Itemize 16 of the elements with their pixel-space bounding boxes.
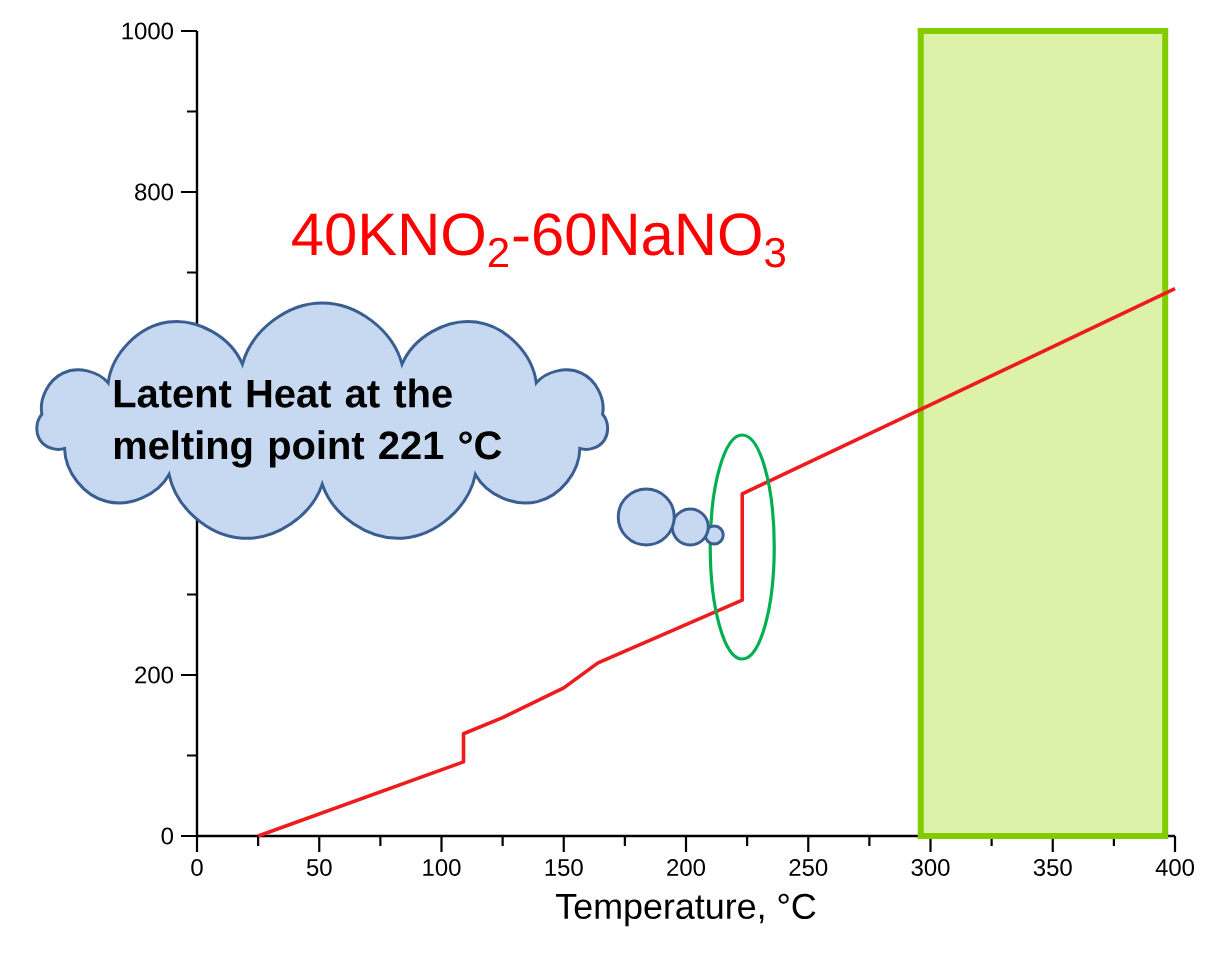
x-tick-label: 400 — [1155, 859, 1195, 876]
x-tick-label: 300 — [911, 859, 950, 876]
x-tick-label: 350 — [1033, 859, 1072, 876]
y-tick-label: 800 — [135, 183, 174, 201]
x-tick-label: 50 — [306, 859, 332, 876]
x-tick-label: 250 — [789, 859, 828, 876]
x-tick-label: 200 — [667, 859, 706, 876]
x-tick-label: 100 — [423, 859, 461, 876]
y-tick-label: 0 — [161, 827, 174, 845]
x-tick-label: 150 — [545, 859, 583, 876]
y-tick-label: 200 — [135, 666, 174, 684]
x-axis-title: Temperature, °C — [556, 893, 816, 927]
text: 40KNO$_{2}$-60NaNO$_{3}$ — [292, 213, 785, 268]
x-tick-label: 0 — [191, 859, 203, 876]
annotation: Latent Heat at the melting point 221 °C — [114, 378, 502, 468]
y-tick-label: 1000 — [122, 22, 174, 40]
